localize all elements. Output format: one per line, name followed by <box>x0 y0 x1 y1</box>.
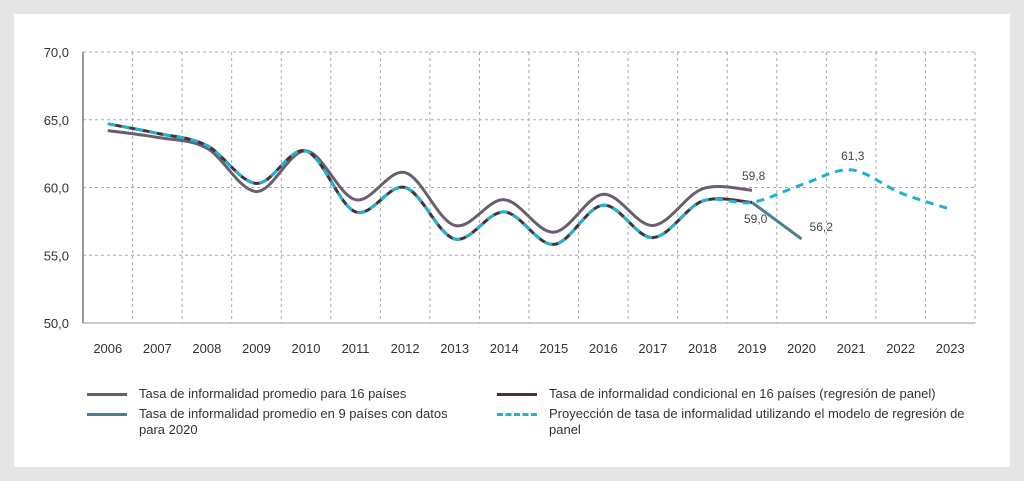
chart-card: 50,0 55,0 60,0 65,0 70,0 2006 2007 2008 2009 2010… <box>14 14 1010 467</box>
legend-item-promedio-16: Tasa de informalidad promedio para 16 pa… <box>87 386 469 402</box>
x-tick-label: 2020 <box>787 341 816 356</box>
legend-item-proyeccion: Proyección de tasa de informalidad utili… <box>497 406 969 438</box>
y-tick-label: 60,0 <box>44 181 69 196</box>
y-tick-label: 50,0 <box>44 316 69 331</box>
legend-item-condicional: Tasa de informalidad condicional en 16 p… <box>497 386 1009 402</box>
legend-label: Tasa de informalidad promedio en 9 paíse… <box>139 406 448 437</box>
y-tick-label: 55,0 <box>44 248 69 263</box>
x-tick-label: 2016 <box>589 341 618 356</box>
data-label: 56,2 <box>810 220 834 234</box>
x-tick-label: 2014 <box>490 341 519 356</box>
x-tick-label: 2010 <box>292 341 321 356</box>
data-label: 61,3 <box>841 149 865 163</box>
y-tick-label: 70,0 <box>44 45 69 60</box>
x-tick-label: 2023 <box>936 341 965 356</box>
y-tick-label: 65,0 <box>44 113 69 128</box>
x-tick-label: 2006 <box>93 341 122 356</box>
x-tick-label: 2011 <box>342 341 370 356</box>
x-tick-label: 2019 <box>738 341 767 356</box>
legend-label: Tasa de informalidad condicional en 16 p… <box>549 386 936 401</box>
x-tick-label: 2012 <box>391 341 420 356</box>
x-tick-label: 2007 <box>143 341 172 356</box>
legend-item-promedio-9: Tasa de informalidad promedio en 9 paíse… <box>87 406 469 438</box>
series-proyeccion <box>107 122 951 246</box>
x-tick-label: 2018 <box>688 341 717 356</box>
x-tick-label: 2021 <box>837 341 866 356</box>
x-tick-label: 2022 <box>886 341 915 356</box>
data-label: 59,0 <box>744 212 768 226</box>
legend-label: Proyección de tasa de informalidad utili… <box>549 406 965 437</box>
line-chart: 50,0 55,0 60,0 65,0 70,0 2006 2007 2008 2009 2010… <box>44 45 976 356</box>
x-tick-label: 2013 <box>440 341 469 356</box>
series-promedio-9 <box>751 201 803 241</box>
series-promedio-16 <box>107 129 753 234</box>
data-label: 59,8 <box>742 169 766 183</box>
x-tick-label: 2009 <box>242 341 271 356</box>
x-tick-label: 2008 <box>192 341 221 356</box>
legend-label: Tasa de informalidad promedio para 16 pa… <box>139 386 407 401</box>
x-tick-label: 2017 <box>638 341 667 356</box>
x-tick-label: 2015 <box>539 341 568 356</box>
